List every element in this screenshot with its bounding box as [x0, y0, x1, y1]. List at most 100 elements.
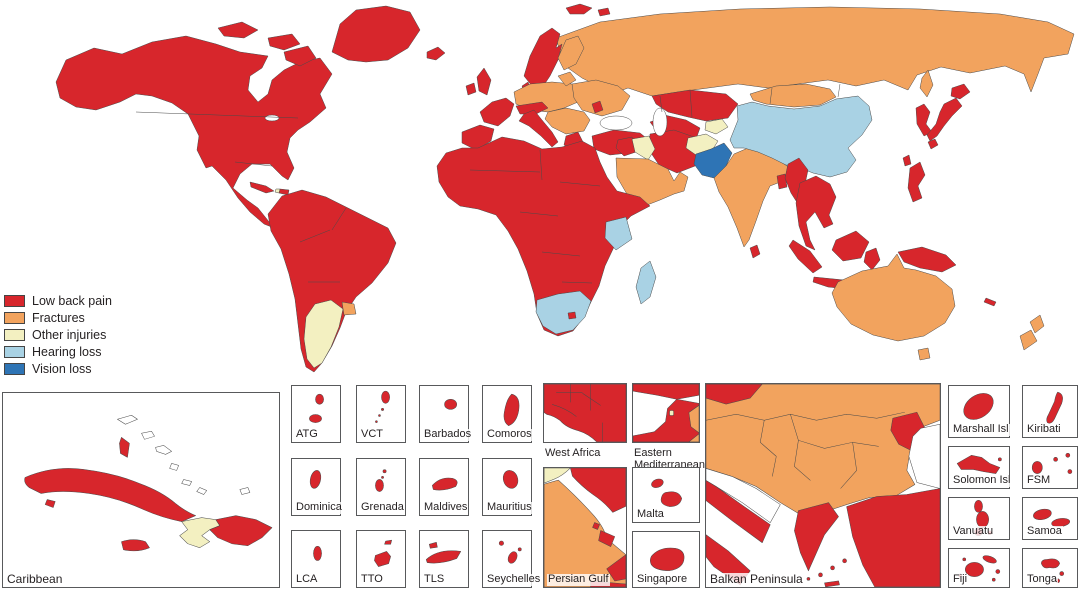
legend-label: Other injuries	[32, 327, 107, 342]
country-france-benelux	[479, 97, 515, 127]
legend-label: Hearing loss	[32, 344, 102, 359]
region-europe	[426, 3, 631, 156]
inset-vanuatu: Vanuatu	[948, 497, 1010, 540]
region-russia	[555, 6, 1075, 98]
inset-label: Maldives	[423, 501, 469, 514]
country-borders	[135, 83, 841, 284]
island-sumatra	[788, 239, 823, 274]
country-greenland	[331, 5, 421, 63]
country-japan-hokkaido	[950, 83, 971, 100]
great-lakes	[264, 114, 280, 122]
inset-label: TTO	[360, 573, 384, 586]
country-india	[713, 147, 791, 248]
legend-label: Fractures	[32, 310, 85, 325]
caribbean-map	[24, 414, 273, 552]
inset-label-malta: Malta	[636, 508, 665, 521]
arctic-islands-1	[217, 21, 259, 39]
country-kenya	[604, 216, 633, 251]
inset-balkan-peninsula: Balkan Peninsula	[705, 383, 941, 588]
arctic-islands-2	[267, 33, 301, 51]
island-sulawesi	[863, 247, 881, 271]
inset-grenada: Grenada	[356, 458, 406, 516]
legend-swatch-low-back-pain	[4, 294, 25, 307]
inset-marshall-isl: Marshall Isl	[948, 385, 1010, 438]
inset-label: Tonga	[1026, 573, 1058, 586]
inset-malta: Malta	[632, 467, 700, 523]
legend-swatch-fractures	[4, 311, 25, 324]
country-kazakhstan	[651, 89, 739, 122]
country-south-america	[267, 189, 397, 373]
inset-label-singapore: Singapore	[636, 573, 689, 586]
legend-item-hearing-loss: Hearing loss	[4, 343, 112, 360]
inset-label: Mauritius	[486, 501, 533, 514]
island-juventud	[44, 499, 56, 508]
country-finland	[557, 35, 585, 71]
inset-tls: TLS	[419, 530, 469, 588]
country-lesotho	[567, 311, 577, 320]
island-new-caledonia	[983, 297, 997, 307]
islands-svalbard	[565, 3, 611, 17]
inset-singapore: Singapore	[632, 531, 700, 588]
inset-seychelles: Seychelles	[482, 530, 542, 588]
inset-barbados: Barbados	[419, 385, 473, 443]
country-japan-kyushu	[927, 138, 939, 150]
inset-label: VCT	[360, 428, 384, 441]
country-haiti	[179, 517, 221, 548]
country-north-america	[55, 35, 333, 229]
inset-label: Samoa	[1026, 525, 1063, 538]
country-romania-balkans	[544, 107, 591, 135]
country-australia	[831, 253, 956, 342]
inset-tto: TTO	[356, 530, 406, 588]
inset-label: Comoros	[486, 428, 533, 441]
world-map	[55, 3, 1075, 373]
seas	[264, 107, 668, 137]
inset-mauritius: Mauritius	[482, 458, 533, 516]
inset-label-persian-gulf: Persian Gulf	[547, 573, 610, 586]
island-new-guinea	[897, 246, 957, 273]
country-bangladesh	[776, 173, 788, 190]
inset-persian-gulf: Persian Gulf	[543, 467, 627, 588]
inset-eastern-mediterranean	[632, 383, 700, 443]
country-ukraine-belarus	[571, 79, 631, 117]
legend-swatch-other-injuries	[4, 328, 25, 341]
legend-item-fractures: Fractures	[4, 309, 112, 326]
country-japan-honshu	[926, 97, 963, 142]
island-andros	[119, 437, 130, 458]
country-russia	[555, 6, 1075, 97]
inset-solomon-isl: Solomon Isl	[948, 446, 1012, 489]
country-levant	[615, 136, 637, 157]
inset-maldives: Maldives	[419, 458, 469, 516]
island-baffin	[283, 45, 317, 67]
country-norway-sweden	[523, 27, 563, 89]
inset-kiribati: Kiribati	[1022, 385, 1078, 438]
island-jamaica	[121, 539, 150, 552]
country-italy	[518, 109, 559, 148]
inset-label: TLS	[423, 573, 446, 586]
inset-label-west-africa: West Africa	[545, 447, 601, 459]
country-iraq	[631, 135, 656, 161]
island-cuba	[24, 468, 196, 522]
country-austria-switzerland	[515, 101, 549, 115]
inset-label: Seychelles	[486, 573, 542, 586]
country-baltics	[557, 71, 577, 87]
country-indochina	[795, 175, 837, 251]
country-iberia	[461, 124, 495, 151]
legend-item-vision-loss: Vision loss	[4, 360, 112, 377]
island-hispaniola-haiti	[274, 188, 281, 194]
inset-fiji: Fiji	[948, 548, 1010, 588]
inset-label: Fiji	[952, 573, 969, 586]
legend-label: Low back pain	[32, 293, 112, 308]
country-uruguay	[341, 301, 357, 316]
region-north-america	[55, 5, 421, 229]
country-moldova	[591, 100, 604, 114]
country-korea	[915, 103, 933, 137]
inset-label: Vanuatu	[952, 525, 995, 538]
island-borneo	[831, 230, 870, 262]
region-asia	[591, 89, 791, 259]
legend-label: Vision loss	[32, 361, 92, 376]
island-tasmania	[917, 347, 931, 361]
region-south-america	[267, 189, 397, 373]
inset-fsm: FSM	[1022, 446, 1078, 489]
inset-label: LCA	[295, 573, 319, 586]
